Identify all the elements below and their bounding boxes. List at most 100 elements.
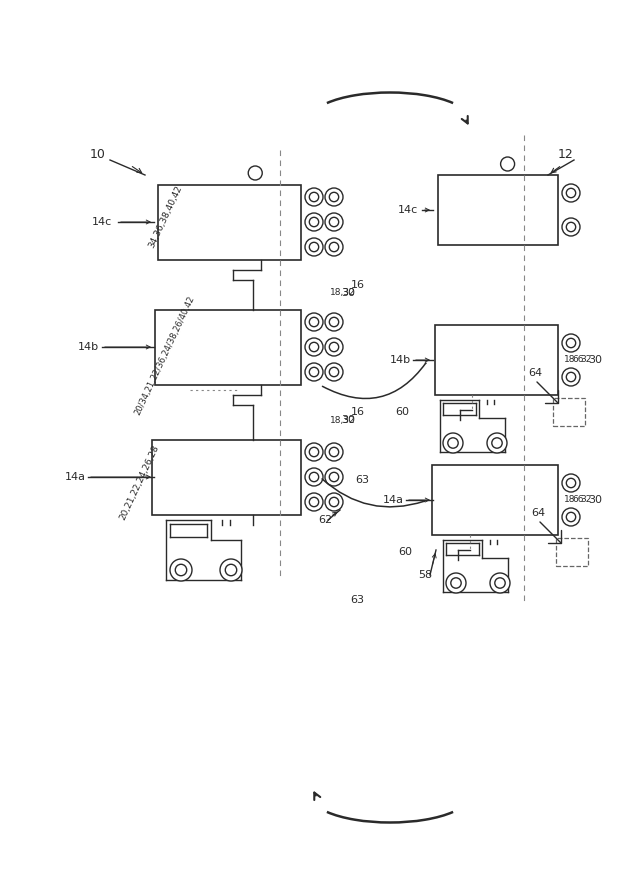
Circle shape [443,433,463,453]
Text: 14a: 14a [383,495,404,505]
Circle shape [309,342,319,352]
Text: 14b: 14b [390,355,411,365]
Circle shape [325,313,343,331]
Bar [556,538,588,566]
Circle shape [490,573,510,593]
Text: 32: 32 [580,355,591,364]
Circle shape [175,564,187,575]
Circle shape [566,188,576,198]
Circle shape [500,157,515,171]
Text: 16: 16 [351,280,365,290]
Circle shape [330,342,339,352]
Circle shape [330,368,339,377]
Text: 30: 30 [341,288,355,298]
Circle shape [305,443,323,461]
Circle shape [305,213,323,231]
Circle shape [325,443,343,461]
Circle shape [562,508,580,526]
Circle shape [451,578,461,588]
Bar [152,440,301,515]
Text: 58: 58 [418,570,432,580]
Circle shape [305,493,323,511]
FancyArrowPatch shape [323,363,426,399]
Circle shape [492,438,502,448]
Circle shape [248,166,262,180]
Circle shape [325,238,343,256]
Circle shape [309,368,319,377]
Text: 34,36,38,40,42: 34,36,38,40,42 [147,184,184,249]
Circle shape [305,363,323,381]
Text: 16: 16 [351,407,365,417]
Circle shape [225,564,237,575]
Circle shape [305,338,323,356]
Circle shape [330,498,339,507]
Circle shape [305,468,323,486]
Circle shape [220,559,242,581]
Circle shape [330,193,339,202]
Bar [432,465,558,535]
Circle shape [448,438,458,448]
Circle shape [566,339,576,347]
Text: 18: 18 [564,496,575,505]
Text: 64: 64 [528,368,542,378]
Circle shape [562,474,580,492]
Bar [435,325,558,395]
Circle shape [305,238,323,256]
Circle shape [325,363,343,381]
Text: 12: 12 [558,149,573,162]
Circle shape [309,242,319,252]
Text: 30: 30 [588,355,602,365]
Text: 14c: 14c [92,217,112,227]
Circle shape [330,217,339,226]
Text: 18,32: 18,32 [330,415,356,424]
Circle shape [325,338,343,356]
Circle shape [309,447,319,457]
Circle shape [305,313,323,331]
Text: 30: 30 [341,415,355,425]
Text: 62: 62 [318,515,332,525]
Circle shape [309,193,319,202]
Circle shape [325,493,343,511]
Text: 18,32: 18,32 [330,288,356,298]
Circle shape [330,242,339,252]
Text: 63: 63 [355,475,369,485]
Circle shape [446,573,466,593]
Circle shape [309,498,319,507]
Text: 14b: 14b [78,342,99,352]
Circle shape [566,478,576,488]
Text: 30: 30 [588,495,602,505]
Text: 14a: 14a [65,472,86,482]
Bar [155,310,301,385]
Circle shape [562,184,580,202]
Circle shape [309,217,319,226]
Circle shape [309,317,319,327]
Circle shape [330,317,339,327]
Text: 32: 32 [580,496,591,505]
Circle shape [305,188,323,206]
Text: 10: 10 [90,149,106,162]
Text: 14c: 14c [398,205,419,215]
Circle shape [487,433,507,453]
Circle shape [562,218,580,236]
Circle shape [330,472,339,482]
Circle shape [566,513,576,522]
Text: 66: 66 [572,496,584,505]
Text: 18: 18 [564,355,575,364]
Circle shape [566,372,576,382]
Text: 60: 60 [398,547,412,557]
Text: 64: 64 [531,508,545,518]
Circle shape [325,188,343,206]
Text: 66: 66 [572,355,584,364]
Text: 20,21,22,24,26,28: 20,21,22,24,26,28 [118,443,161,521]
Circle shape [562,334,580,352]
Circle shape [325,468,343,486]
Circle shape [309,472,319,482]
Circle shape [330,447,339,457]
Bar [553,398,585,426]
Circle shape [566,222,576,232]
Text: 60: 60 [395,407,409,417]
Bar [438,175,558,245]
Text: 63: 63 [350,595,364,605]
Circle shape [170,559,192,581]
Bar [158,185,301,260]
